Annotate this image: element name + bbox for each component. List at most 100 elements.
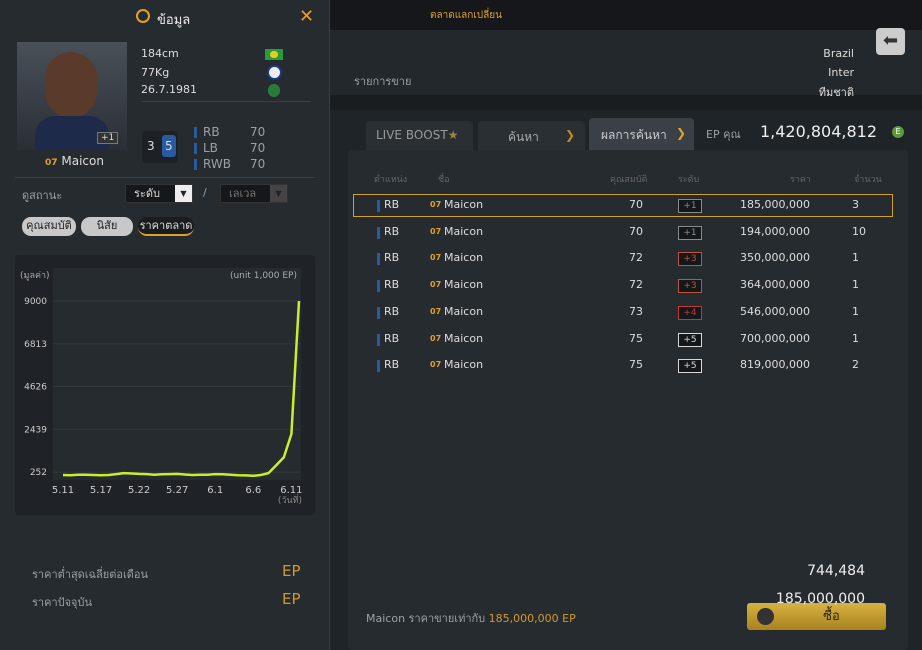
national-team: ทีมชาติ <box>818 86 854 99</box>
pos-bar <box>194 159 197 170</box>
count: 1 <box>852 251 859 265</box>
summary-label: ราคาปัจจุบัน <box>32 596 92 609</box>
plot-bg <box>53 268 301 480</box>
name: Maicon <box>444 198 484 211</box>
position: RB <box>203 125 220 139</box>
position: RB <box>384 278 400 292</box>
face <box>45 52 97 118</box>
count: 2 <box>852 358 859 372</box>
column-header: ชื่อ <box>438 175 450 185</box>
pos-bar <box>377 360 380 373</box>
dd-text: ระดับ <box>134 187 160 200</box>
buy-text: ซื้อ <box>823 609 840 624</box>
divider <box>15 177 315 178</box>
pos-bar <box>377 200 380 212</box>
season: 07 <box>430 333 442 343</box>
position: RB <box>384 358 400 372</box>
x-tick-label: 5.22 <box>128 485 150 496</box>
name: Maicon <box>444 251 484 265</box>
buy-icon <box>757 608 774 625</box>
grade-dropdown[interactable]: เลเวล ▼ <box>220 184 288 203</box>
column-header: คุณสมบัติ <box>610 175 648 185</box>
tab-active[interactable]: ราคาตลาด <box>138 217 194 236</box>
position: RB <box>384 304 400 318</box>
x-tick-label: 5.27 <box>166 485 188 496</box>
weight: 77Kg <box>141 66 170 79</box>
price: 364,000,000 <box>740 278 810 292</box>
pos-bar <box>377 333 380 346</box>
ep-value: 1,420,804,812 <box>759 122 877 141</box>
summary-label: ราคาต่ำสุดเฉลี่ยต่อเดือน <box>32 568 149 581</box>
tab[interactable]: นิสัย <box>81 217 133 236</box>
level-badge: +4 <box>678 305 702 320</box>
player-photo: +1 <box>17 42 127 150</box>
tab-search[interactable]: ค้นหา ❯ <box>478 121 585 150</box>
season: 07 <box>430 360 442 370</box>
price-line <box>62 300 301 478</box>
pos-bar <box>377 253 380 266</box>
close-button[interactable]: ✕ <box>299 6 315 27</box>
season: 07 <box>430 280 442 290</box>
season: 07 <box>430 253 442 263</box>
position: RB <box>384 224 400 238</box>
summary-value: 185,000,000 <box>775 591 865 607</box>
club: Inter <box>828 66 854 79</box>
annotation: (unit 1,000 EP) <box>230 271 297 281</box>
birth: 26.7.1981 <box>141 83 197 96</box>
ovr: 72 <box>629 278 643 292</box>
footer-name: Maicon <box>366 612 406 625</box>
pos-bar <box>377 226 380 239</box>
season: 07 <box>430 226 442 236</box>
tab-live-boost[interactable]: LIVE BOOST★ <box>366 121 473 150</box>
row[interactable] <box>353 194 893 217</box>
price: 700,000,000 <box>740 331 810 345</box>
sub-title: รายการขาย <box>354 75 412 88</box>
tab[interactable]: คุณสมบัติ <box>22 217 76 236</box>
tab-result[interactable]: ผลการค้นหา ❯ <box>589 118 694 150</box>
ovr: 70 <box>629 224 643 238</box>
pos-bar <box>194 127 197 138</box>
x-tick-label: 5.17 <box>90 485 112 496</box>
ep-label: EP คุณ <box>706 128 741 141</box>
ep-icon: E <box>892 126 904 138</box>
y-tick-label: 6813 <box>24 340 47 350</box>
count: 3 <box>852 198 859 211</box>
price: 350,000,000 <box>740 251 810 265</box>
shirt <box>35 116 109 150</box>
position: RB <box>384 331 400 345</box>
panel-title: ข้อมูล <box>157 13 191 28</box>
ovr: 73 <box>629 304 643 318</box>
column-header: จำนวน <box>854 175 882 185</box>
flag <box>265 49 283 60</box>
divider <box>141 101 311 102</box>
x-label: (วันที่) <box>278 493 302 506</box>
column-header: ราคา <box>790 175 811 185</box>
back-button[interactable]: ⬅ <box>876 28 905 55</box>
separator: / <box>203 186 207 199</box>
level-dropdown[interactable]: ระดับ ▼ <box>125 184 193 203</box>
nt-logo <box>268 84 280 97</box>
dd-text: เลเวล <box>229 187 257 200</box>
summary-unit: EP <box>282 562 301 580</box>
tab-text: ค้นหา <box>508 130 539 144</box>
footer-text: Maicon ราคาขายเท่ากับ 185,000,000 EP <box>366 609 576 627</box>
ovr: 72 <box>629 251 643 265</box>
club-logo <box>267 65 282 80</box>
pos-bar <box>377 280 380 293</box>
rating: 70 <box>250 141 266 155</box>
ovr: 75 <box>629 331 643 345</box>
plus-badge: +1 <box>97 132 119 144</box>
footer-label: ราคาขายเท่ากับ <box>408 612 486 625</box>
summary-unit: EP <box>282 590 301 608</box>
y-tick-label: 252 <box>30 468 47 478</box>
buy-button[interactable]: ซื้อ <box>747 603 886 630</box>
level-badge: +5 <box>678 332 702 347</box>
position: RB <box>384 251 400 265</box>
name: Maicon <box>444 304 484 318</box>
level-badge: +3 <box>678 279 702 294</box>
name: Maicon <box>444 224 484 238</box>
tab-text: ผลการค้นหา <box>601 128 667 142</box>
sub-bar <box>330 30 922 95</box>
rating: 70 <box>250 125 266 139</box>
pos-bar <box>377 306 380 319</box>
